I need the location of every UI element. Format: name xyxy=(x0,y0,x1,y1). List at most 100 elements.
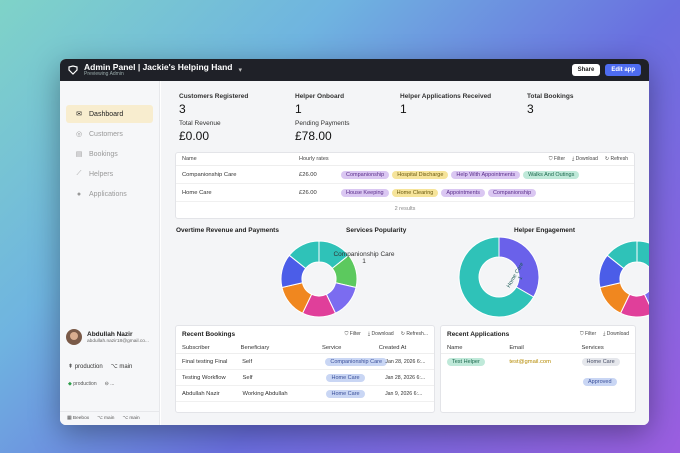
col-header[interactable]: Service xyxy=(322,344,342,351)
service-tag: Home Care xyxy=(581,358,620,366)
download-icon: ⤓ xyxy=(367,331,371,337)
cell-subscriber: Testing Workflow xyxy=(182,374,226,381)
app-logo-icon xyxy=(68,65,78,75)
table-row[interactable]: Companionship Care £26.00 Companionship Hos… xyxy=(176,166,634,184)
col-header[interactable]: Name xyxy=(447,344,463,351)
stat-pending-payments: Pending Payments £78.00 xyxy=(295,120,350,143)
production-status[interactable]: ◆ production xyxy=(68,381,97,387)
apps-download-button[interactable]: ⤓ Download xyxy=(603,331,629,337)
sidebar-item-label: Customers xyxy=(89,130,123,138)
avatar xyxy=(66,329,82,345)
col-header[interactable]: Beneficiary xyxy=(240,344,270,351)
sidebar-item-label: Helpers xyxy=(89,170,114,178)
col-header[interactable]: Subscriber xyxy=(182,344,210,351)
col-name[interactable]: Name xyxy=(182,156,197,162)
service-tag: Home Care xyxy=(326,373,365,382)
bookings-filter-button[interactable]: ⛉ Filter xyxy=(344,331,361,337)
refresh-button[interactable]: ↻ Refresh xyxy=(604,156,628,162)
results-count: 2 results xyxy=(394,206,416,212)
cell-created-at: Jan 9, 2026 6:... xyxy=(385,390,423,397)
download-icon: ⤓ xyxy=(603,331,606,337)
production-selector[interactable]: ⇞ production xyxy=(68,364,103,370)
environment-row: ⇞ production ⌥ main xyxy=(68,363,132,370)
refresh-icon: ↻ xyxy=(604,156,610,162)
footer-branch-1[interactable]: ⌥ main xyxy=(97,416,115,421)
sidebar-item-helpers[interactable]: ⟋ Helpers xyxy=(66,165,153,183)
footer-app[interactable]: ▦ Beebox xyxy=(67,416,90,421)
row-name: Companionship Care xyxy=(182,171,237,178)
sidebar-item-bookings[interactable]: ▤ Bookings xyxy=(66,145,153,163)
cell-created-at: Jan 28, 2026 6:... xyxy=(385,374,426,381)
table-row[interactable]: Testing Workflow Self Home Care Jan 28, 202… xyxy=(176,370,434,386)
filter-icon: ⛉ xyxy=(548,156,553,162)
row-name: Home Care xyxy=(182,189,212,196)
table-row[interactable]: Final testing Final Self Companionship Car… xyxy=(176,354,434,370)
branch-selector[interactable]: ⌥ main xyxy=(110,364,133,370)
apps-filter-button[interactable]: ⛉ Filter xyxy=(579,331,597,337)
sidebar-item-customers[interactable]: ◎ Customers xyxy=(66,125,153,143)
cell-email[interactable]: test@gmail.com xyxy=(509,359,551,365)
col-header[interactable]: Services xyxy=(581,344,604,351)
revenue-donut-chart xyxy=(280,240,358,318)
applicant-tag: Test Helper xyxy=(447,358,485,366)
revenue-chart-title: Overtime Revenue and Payments xyxy=(176,227,279,234)
popularity-slice-label: Companionship Care 1 xyxy=(333,251,395,265)
recent-applications-title: Recent Applications xyxy=(447,330,510,338)
donut-slice[interactable] xyxy=(458,236,535,318)
engagement-chart-title: Helper Engagement xyxy=(514,227,576,234)
sidebar-item-label: Applications xyxy=(89,190,127,198)
sidebar-item-label: Bookings xyxy=(89,150,118,158)
share-button[interactable]: Share xyxy=(571,64,601,76)
sidebar-item-dashboard[interactable]: ✉ Dashboard xyxy=(66,105,153,123)
donut-slice[interactable] xyxy=(288,240,320,270)
stat-helper-onboard: Helper Onboard 1 xyxy=(295,93,345,116)
table-row[interactable]: Test Helper test@gmail.com Home Care xyxy=(441,354,635,370)
app-title: Admin Panel | Jackie's Helping Hand xyxy=(84,61,233,72)
edit-app-button[interactable]: Edit app xyxy=(605,64,641,76)
service-tag: Home Clearing xyxy=(391,188,439,197)
wand-icon: ⟋ xyxy=(76,170,82,177)
service-tag: Hospital Discharge xyxy=(392,170,449,179)
cell-beneficiary: Self xyxy=(242,374,253,381)
user-email: abdullah.nazir18@gmail.co... xyxy=(87,338,149,344)
sidebar-footer: ▦ Beebox ⌥ main ⌥ main xyxy=(60,411,159,425)
download-button[interactable]: ⤓ Download xyxy=(572,156,598,162)
service-tag: Help With Appointments xyxy=(451,170,521,179)
donut-slice[interactable] xyxy=(606,240,638,270)
filter-button[interactable]: ⛉ Filter xyxy=(548,156,566,162)
bookings-refresh-button[interactable]: ↻ Refresh... xyxy=(400,331,428,337)
recent-applications-card: Recent Applications ⛉ Filter ⤓ Download … xyxy=(440,325,636,413)
footer-branch-2[interactable]: ⌥ main xyxy=(122,416,140,421)
mail-icon: ✉ xyxy=(76,111,82,118)
service-tag: Companionship xyxy=(341,170,390,179)
table-row[interactable]: Home Care £26.00 House Keeping Home Clearin… xyxy=(176,184,634,202)
branch-icon: ⊖ xyxy=(104,381,109,387)
person-icon: ● xyxy=(76,190,82,198)
bookings-download-button[interactable]: ⤓ Download xyxy=(367,331,394,337)
cell-subscriber: Final testing Final xyxy=(182,358,228,365)
shield-icon: ◆ xyxy=(68,381,72,387)
col-header[interactable]: Email xyxy=(509,344,524,351)
table-row[interactable]: Abdullah Nazir Working Abdullah Home Care J… xyxy=(176,386,434,402)
branch-status[interactable]: ⊖ ... xyxy=(104,381,115,387)
cell-created-at: Jan 28, 2026 6:... xyxy=(385,358,426,365)
service-tag: Appointments xyxy=(441,188,485,197)
filter-icon: ⛉ xyxy=(579,331,584,337)
col-hourly-rates[interactable]: Hourly rates xyxy=(299,156,329,162)
filter-icon: ⛉ xyxy=(344,331,349,337)
user-profile[interactable]: Abdullah Nazir abdullah.nazir18@gmail.co… xyxy=(66,329,149,345)
user-name: Abdullah Nazir xyxy=(87,330,133,338)
stat-customers: Customers Registered 3 xyxy=(179,93,249,116)
stat-helper-applications: Helper Applications Received 1 xyxy=(400,93,492,116)
col-header[interactable]: Created At xyxy=(378,344,407,351)
recent-bookings-card: Recent Bookings ⛉ Filter ⤓ Download ↻ Re… xyxy=(175,325,435,413)
status-badge: Approved xyxy=(583,378,617,386)
stat-total-bookings: Total Bookings 3 xyxy=(527,93,574,116)
service-tag: Home Care xyxy=(326,389,365,398)
app-subtitle: Previewing Admin xyxy=(84,71,124,78)
donut-slice[interactable] xyxy=(636,240,649,268)
popularity-chart-title: Services Popularity xyxy=(346,227,407,234)
chevron-down-icon[interactable]: ▾ xyxy=(238,67,242,74)
sidebar-item-applications[interactable]: ● Applications xyxy=(66,185,153,203)
popularity-donut-chart xyxy=(458,236,540,318)
